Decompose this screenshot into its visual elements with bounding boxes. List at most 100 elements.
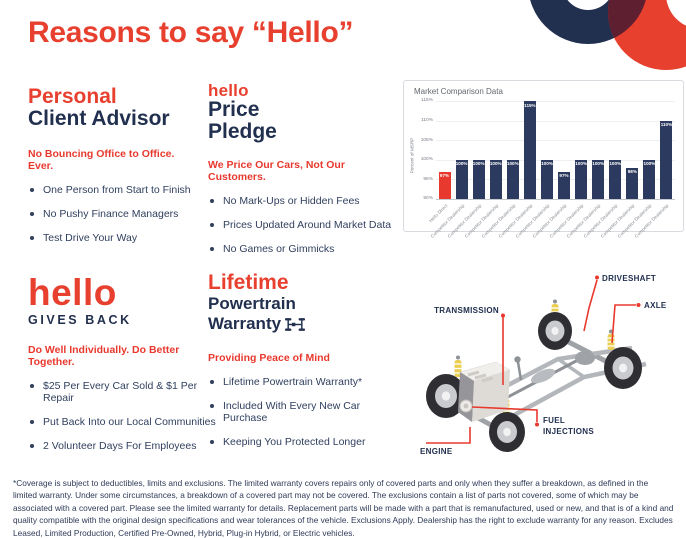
section-subhead: Do Well Individually. Do Better Together…	[28, 344, 180, 369]
chart-y-tick: 90%	[423, 196, 433, 202]
chart-bar-value: 100%	[455, 161, 468, 167]
shifter-stick	[516, 361, 523, 381]
drivetrain-icon	[285, 316, 306, 335]
chart-bar: 100%	[540, 159, 553, 199]
chart-bar-value: 100%	[609, 161, 622, 167]
section-heading-line2: Warranty	[208, 314, 404, 335]
chart-bar-value: 100%	[472, 161, 485, 167]
chart-bar: 100%	[455, 159, 468, 199]
chart-bar: 100%	[575, 159, 588, 199]
bullet-text: $25 Per Every Car Sold & $1 Per Repair	[43, 380, 198, 405]
wheel	[489, 412, 525, 452]
bullet-text: Lifetime Powertrain Warranty*	[223, 376, 363, 388]
chart-bar-highlight: 97%	[438, 171, 451, 199]
chart-bar: 100%	[489, 159, 502, 199]
chart-bar: 115%	[523, 101, 536, 199]
list-item: Included With Every New Car Purchase	[208, 400, 404, 424]
bullet-dot	[210, 247, 214, 252]
chart-gridline	[436, 101, 675, 102]
bullet-dot	[210, 404, 214, 408]
chart-bar: 100%	[472, 159, 485, 199]
chart-bar-value: 100%	[489, 161, 502, 167]
chart-bar: 110%	[660, 120, 673, 199]
bullet-list: Lifetime Powertrain Warranty* Included W…	[208, 376, 404, 448]
gives-back-subtitle: GIVES BACK	[28, 313, 132, 328]
wheel	[426, 374, 466, 418]
chart-bar: 100%	[609, 159, 622, 199]
wheel	[538, 312, 572, 350]
label-transmission: TRANSMISSION	[434, 306, 499, 315]
brand-circles-decoration	[530, 0, 686, 70]
chart-bar: 100%	[506, 159, 519, 199]
list-item: No Games or Gimmicks	[208, 243, 396, 255]
chart-bar-value: 100%	[506, 161, 519, 167]
chart-bar-value: 97%	[439, 173, 450, 179]
list-item: Lifetime Powertrain Warranty*	[208, 376, 404, 388]
list-item: No Mark-Ups or Hidden Fees	[208, 195, 396, 207]
callout-lines	[426, 279, 636, 444]
section-subhead: We Price Our Cars, Not Our Customers.	[208, 159, 345, 184]
list-item: Prices Updated Around Market Data	[208, 219, 396, 231]
section-subhead: Providing Peace of Mind	[208, 352, 330, 364]
chart-bar-value: 100%	[575, 161, 587, 167]
differential	[575, 351, 595, 365]
bullet-list: No Mark-Ups or Hidden Fees Prices Update…	[208, 195, 396, 255]
bullet-dot	[210, 199, 214, 204]
list-item: Keeping You Protected Longer	[208, 436, 404, 448]
section-subhead: No Bouncing Office to Office. Ever.	[28, 147, 175, 172]
chart-bar: 97%	[558, 171, 571, 199]
bullet-dot	[30, 384, 34, 389]
section-heading-line1: Powertrain	[208, 294, 296, 314]
bullet-dot	[30, 420, 34, 425]
chart-bar: 98%	[626, 167, 639, 199]
list-item: One Person from Start to Finish	[28, 184, 200, 196]
muffler	[530, 368, 556, 384]
section-heading: Client Advisor	[28, 107, 170, 131]
market-comparison-chart: Market Comparison Data Percent of MSRP 9…	[403, 80, 684, 239]
section-heading-accent: Lifetime	[208, 271, 289, 294]
warranty-heading-text: Warranty	[208, 313, 282, 333]
bullet-dot	[30, 211, 34, 216]
chart-bar-value: 115%	[524, 102, 536, 108]
bullet-text: Put Back Into our Local Communities	[43, 416, 216, 429]
bullet-text: One Person from Start to Finish	[43, 183, 191, 196]
callout-dot	[501, 313, 505, 318]
list-item: Test Drive Your Way	[28, 232, 200, 244]
wheel	[604, 347, 642, 389]
bullet-text: No Mark-Ups or Hidden Fees	[223, 195, 360, 208]
bullet-dot	[30, 444, 34, 449]
section-heading-accent: Personal	[28, 85, 117, 108]
chart-gridline	[436, 199, 675, 200]
chart-gridline	[436, 120, 675, 122]
bullet-text: No Games or Gimmicks	[223, 243, 335, 256]
hello-wordmark-large: hello	[28, 272, 117, 313]
chart-bar-value: 100%	[541, 161, 553, 167]
label-driveshaft: DRIVESHAFT	[602, 274, 656, 283]
bullet-dot	[210, 440, 214, 444]
chart-y-tick: 110%	[421, 118, 433, 123]
list-item: $25 Per Every Car Sold & $1 Per Repair	[28, 380, 220, 404]
bullet-list: One Person from Start to Finish No Pushy…	[28, 184, 200, 244]
bullet-text: Prices Updated Around Market Data	[223, 219, 392, 232]
section-price-pledge: hello Price Pledge We Price Our Cars, No…	[208, 82, 396, 267]
bullet-text: Test Drive Your Way	[43, 231, 138, 244]
shifter-knob	[514, 356, 521, 363]
list-item: Put Back Into our Local Communities	[28, 416, 220, 428]
bullet-dot	[30, 235, 34, 240]
chart-y-tick: 100%	[420, 157, 433, 163]
bullet-text: 2 Volunteer Days For Employees	[43, 440, 197, 453]
cross-member	[557, 357, 585, 379]
section-heading-line1: Price	[208, 98, 260, 121]
chart-y-tick: 105%	[420, 137, 433, 143]
bullet-text: Keeping You Protected Longer	[223, 436, 366, 448]
chart-y-tick: 95%	[423, 176, 433, 182]
section-heading-line2: Pledge	[208, 119, 277, 143]
bullet-list: $25 Per Every Car Sold & $1 Per Repair P…	[28, 380, 220, 452]
hello-wordmark: hello	[208, 81, 249, 100]
chart-bar: 100%	[592, 159, 605, 199]
bullet-text: Included With Every New Car Purchase	[223, 400, 361, 424]
bullet-text: No Pushy Finance Managers	[43, 207, 179, 220]
chart-title: Market Comparison Data	[414, 87, 503, 96]
section-lifetime-warranty: Lifetime Powertrain Warranty Providing P…	[208, 271, 404, 460]
section-hello-gives-back: hello GIVES BACK Do Well Individually. D…	[28, 272, 220, 464]
